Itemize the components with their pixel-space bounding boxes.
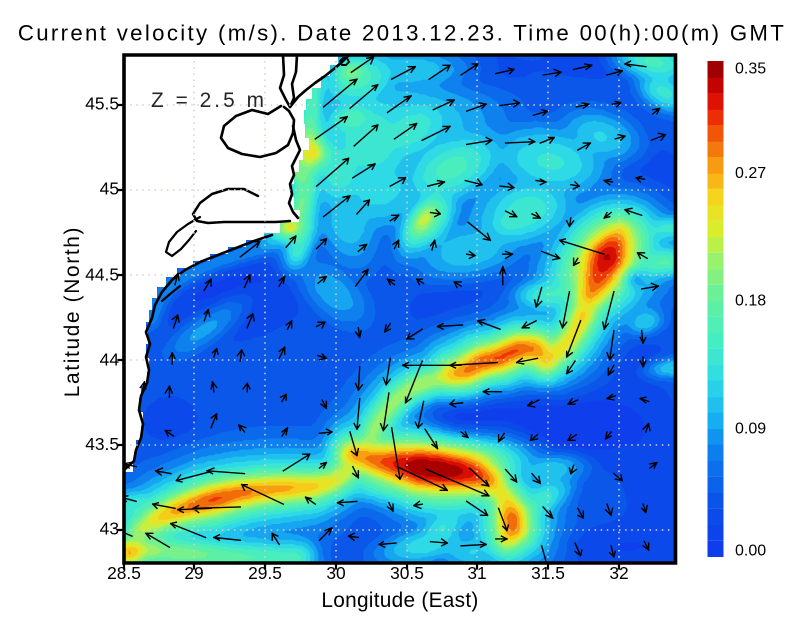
svg-text:43: 43 <box>100 519 119 539</box>
svg-text:30: 30 <box>326 563 345 583</box>
svg-text:29.5: 29.5 <box>248 563 282 583</box>
svg-text:Z = 2.5 m: Z = 2.5 m <box>151 89 267 112</box>
svg-text:43.5: 43.5 <box>85 434 119 454</box>
svg-text:0.00: 0.00 <box>735 543 766 560</box>
svg-text:31: 31 <box>467 563 486 583</box>
svg-text:28.5: 28.5 <box>107 563 141 583</box>
svg-text:0.09: 0.09 <box>735 420 766 437</box>
svg-text:45.5: 45.5 <box>85 94 119 114</box>
svg-text:0.27: 0.27 <box>735 165 766 182</box>
svg-text:44: 44 <box>100 349 120 369</box>
svg-text:45: 45 <box>100 178 119 198</box>
svg-text:29: 29 <box>184 563 203 583</box>
svg-text:44.5: 44.5 <box>85 265 119 285</box>
svg-text:31.5: 31.5 <box>531 563 565 583</box>
svg-text:Current velocity (m/s). Date 2: Current velocity (m/s). Date 2013.12.23.… <box>18 20 786 45</box>
svg-text:Latitude (North): Latitude (North) <box>61 226 84 397</box>
svg-text:32: 32 <box>609 563 628 583</box>
svg-text:0.18: 0.18 <box>735 293 766 310</box>
svg-text:Longitude (East): Longitude (East) <box>321 589 478 612</box>
svg-text:0.35: 0.35 <box>735 61 766 78</box>
svg-text:30.5: 30.5 <box>390 563 424 583</box>
